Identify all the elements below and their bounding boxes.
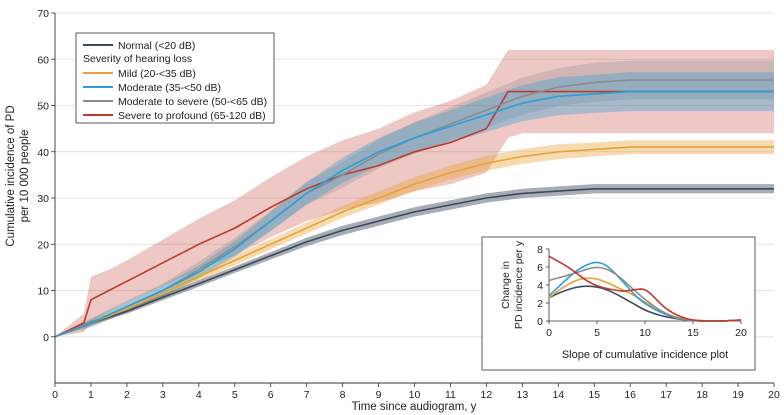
inset-x-tick-label: 5 — [594, 327, 600, 339]
inset-x-tick-label: 15 — [687, 327, 699, 339]
y-tick-label: 10 — [37, 286, 49, 298]
x-tick-label: 10 — [409, 389, 421, 401]
x-tick-label: 0 — [52, 389, 58, 401]
inset-y-tick-label: 0 — [537, 316, 543, 328]
x-tick-label: 13 — [517, 389, 529, 401]
series-lines — [54, 79, 774, 338]
legend-box — [75, 32, 275, 124]
x-tick-label: 7 — [304, 389, 310, 401]
inset-x-tick-label: 10 — [639, 327, 651, 339]
x-tick-label: 19 — [732, 389, 744, 401]
ci-band-mild — [55, 140, 774, 337]
y-tick-label: 50 — [37, 101, 49, 113]
legend-label-moderate: Moderate (35-<50 dB) — [118, 82, 221, 94]
x-tick-label: 15 — [588, 389, 600, 401]
x-tick-label: 4 — [196, 389, 202, 401]
ci-band-moderate — [55, 72, 774, 337]
x-tick-label: 14 — [552, 389, 564, 401]
inset-y-axis-label-line1: Change in — [500, 261, 512, 309]
x-tick-label: 3 — [160, 389, 166, 401]
inset-x-tick-label: 0 — [546, 327, 552, 339]
inset-series-lines — [548, 255, 742, 322]
y-tick-label: 30 — [37, 193, 49, 205]
x-tick-label: 6 — [268, 389, 274, 401]
x-axis-label: Time since audiogram, y — [352, 401, 477, 413]
legend-label-modsevere: Moderate to severe (50-<65 dB) — [118, 96, 267, 108]
ci-band-severe — [55, 50, 774, 337]
legend-label-severe: Severe to profound (65-120 dB) — [118, 110, 266, 122]
inset-x-axis-label: Slope of cumulative incidence plot — [562, 349, 728, 361]
x-tick-label: 20 — [768, 389, 780, 401]
x-tick-label: 1 — [88, 389, 94, 401]
legend: Normal (<20 dB) Severity of hearing loss… — [75, 32, 275, 124]
series-line-mild — [54, 146, 774, 338]
y-tick-label: 70 — [37, 8, 49, 20]
inset-y-tick-label: 8 — [537, 244, 543, 256]
x-tick-label: 16 — [624, 389, 636, 401]
ci-band-normal — [55, 184, 774, 337]
legend-heading: Severity of hearing loss — [83, 53, 192, 65]
inset-y-axis-label-line2: PD incidence per y — [513, 240, 525, 329]
inset-y-tick-label: 6 — [537, 262, 543, 274]
x-tick-label: 17 — [660, 389, 672, 401]
inset-y-tick-label: 2 — [537, 298, 543, 310]
inset-axes: 0 2 4 6 8 0 5 10 15 20 — [537, 244, 747, 339]
inset-x-tick-label: 20 — [735, 327, 747, 339]
legend-label-mild: Mild (20-<35 dB) — [118, 68, 196, 80]
y-axis-label-line1: Cumulative incidence of PD — [5, 105, 17, 246]
y-tick-label: 20 — [37, 239, 49, 251]
inset-chart: 0 2 4 6 8 0 5 10 15 20 Slope of cumulative incide… — [481, 236, 756, 371]
y-axis-label-line2: per 10 000 people — [19, 130, 31, 223]
x-tick-label: 9 — [376, 389, 382, 401]
y-tick-label: 40 — [37, 147, 49, 159]
x-tick-label: 11 — [445, 389, 456, 401]
inset-box — [481, 236, 756, 371]
inset-line-severe — [548, 255, 742, 322]
inset-y-tick-label: 4 — [537, 280, 543, 292]
series-line-moderate — [54, 90, 774, 338]
x-tick-label: 12 — [481, 389, 493, 401]
x-tick-label: 2 — [124, 389, 130, 401]
y-tick-label: 0 — [43, 332, 49, 344]
x-tick-label: 8 — [340, 389, 346, 401]
series-line-normal — [54, 188, 774, 338]
x-tick-label: 18 — [696, 389, 708, 401]
x-tick-label: 5 — [232, 389, 238, 401]
legend-label-normal: Normal (<20 dB) — [118, 40, 195, 52]
y-tick-label: 60 — [37, 54, 49, 66]
